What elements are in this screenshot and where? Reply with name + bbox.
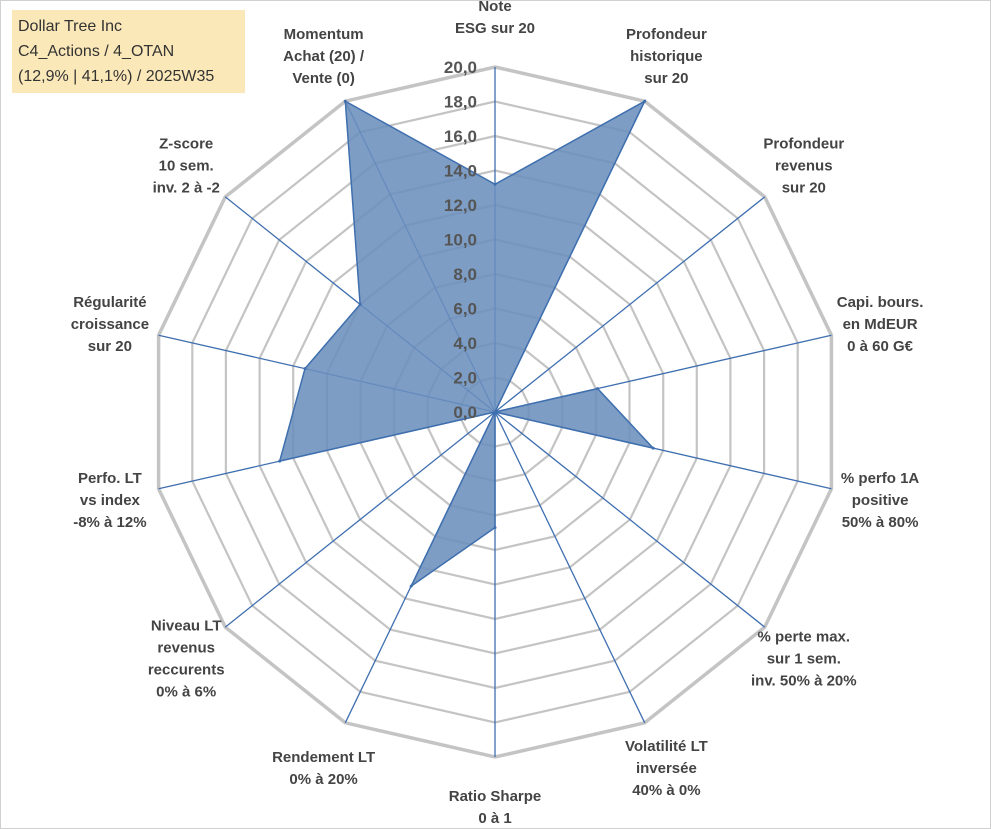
axis-label: Ratio Sharpe 0 à 1: [449, 788, 542, 827]
axis-label: % perte max. sur 1 sem. inv. 50% à 20%: [751, 628, 857, 689]
info-metrics-week: (12,9% | 41,1%) / 2025W35: [18, 68, 215, 85]
series-point: [343, 99, 347, 103]
tick-label: 2,0: [453, 369, 477, 388]
axis-label: Profondeur historique sur 20: [626, 26, 707, 87]
series-area: [278, 99, 656, 589]
tick-label: 18,0: [444, 93, 477, 112]
radar-axis-labels: Note ESG sur 20 Profondeur historique sur 20…: [71, 0, 924, 827]
info-company-name: Dollar Tree Inc: [18, 18, 123, 35]
radar-tick-labels: 0,0 2,0 4,0 6,0 8,0 10,0 12,0 14,0 16,0 18,0 20,0: [444, 58, 477, 422]
series-point: [278, 459, 282, 463]
series-point: [409, 584, 413, 588]
axis-label: Note ESG sur 20: [455, 0, 535, 37]
axis-spoke: [224, 411, 496, 628]
series-point: [493, 410, 497, 414]
axis-label: Momentum Achat (20) / Vente (0): [283, 26, 365, 87]
axis-spoke: [494, 411, 646, 724]
tick-label: 10,0: [444, 231, 477, 250]
info-category: C4_Actions / 4_OTAN: [18, 43, 175, 60]
series-point: [596, 387, 600, 391]
svg-text:Rendement LT0% à 20%: Rendement LT 0% à 20%: [272, 749, 375, 788]
series-point: [493, 182, 497, 186]
tick-label: 12,0: [444, 196, 477, 215]
tick-label: 14,0: [444, 162, 477, 181]
axis-label: Z-score 10 sem. inv. 2 à -2: [153, 136, 220, 197]
axis-label: Perfo. LT vs index -8% à 12%: [73, 470, 146, 531]
axis-label: Niveau LT revenus reccurents 0% à 6%: [148, 617, 225, 700]
axis-label: Volatilité LT inversée 40% à 0%: [625, 738, 708, 799]
series-point: [643, 99, 647, 103]
axis-label: Profondeur revenus sur 20: [763, 136, 844, 197]
tick-label: 4,0: [453, 334, 477, 353]
tick-label: 16,0: [444, 127, 477, 146]
tick-label: 6,0: [453, 300, 477, 319]
series-point: [651, 446, 655, 450]
series-point: [358, 302, 362, 306]
axis-label: Régularité croissance sur 20: [71, 294, 149, 355]
info-box: Dollar Tree Inc C4_Actions / 4_OTAN (12,…: [12, 10, 245, 93]
series-point: [303, 367, 307, 371]
axis-label: % perfo 1A positive 50% à 80%: [841, 470, 920, 531]
axis-label: Capi. bours. en MdEUR 0 à 60 G€: [837, 294, 924, 355]
tick-label: 8,0: [453, 265, 477, 284]
tick-label: 0,0: [453, 403, 477, 422]
tick-label: 20,0: [444, 58, 477, 77]
axis-spoke: [494, 196, 766, 413]
svg-text:% perte max.sur 1 sem.inv. 50%: % perte max. sur 1 sem. inv. 50% à 20%: [751, 628, 857, 689]
axis-spoke: [494, 411, 766, 628]
series-point: [493, 526, 497, 530]
axis-label: Rendement LT 0% à 20%: [272, 749, 375, 788]
radar-series: [278, 99, 656, 589]
